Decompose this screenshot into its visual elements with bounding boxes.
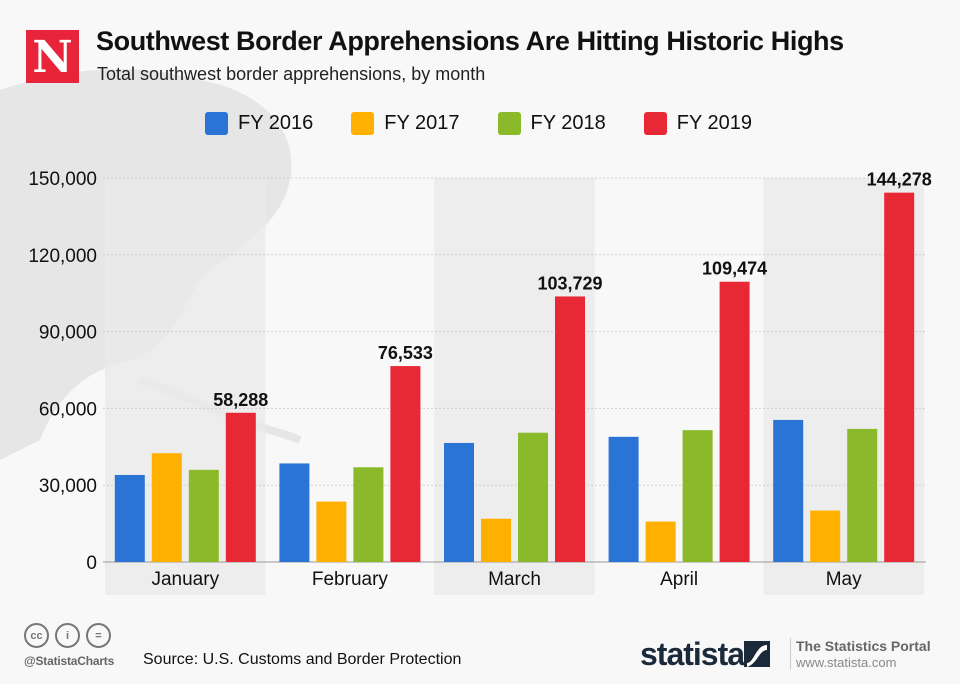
legend-swatch (643, 111, 667, 135)
chart-subtitle: Total southwest border apprehensions, by… (97, 64, 486, 84)
data-label: 76,533 (378, 343, 433, 363)
chart-title: Southwest Border Apprehensions Are Hitti… (96, 26, 844, 56)
no-derivatives-icon: = (86, 623, 111, 648)
legend-label: FY 2016 (238, 111, 314, 134)
bar-fy2017-january (151, 453, 182, 562)
data-label: 58,288 (213, 390, 268, 410)
x-tick-label: January (151, 569, 219, 590)
statista-logo-mark-icon (744, 641, 770, 667)
y-tick-label: 120,000 (28, 246, 97, 267)
x-tick-label: May (826, 569, 862, 590)
legend-swatch (205, 111, 228, 135)
x-tick-label: February (312, 569, 389, 590)
y-tick-label: 90,000 (39, 323, 97, 344)
bar-fy2018-may (847, 428, 878, 562)
y-tick-label: 30,000 (39, 476, 97, 497)
data-label: 103,729 (537, 273, 602, 293)
portal-title: The Statistics Portal (796, 638, 931, 654)
bar-fy2016-february (279, 463, 310, 562)
logo-letter: N (32, 31, 73, 83)
x-tick-label: April (660, 569, 698, 590)
statista-handle: @StatistaCharts (24, 654, 115, 668)
bar-fy2018-february (353, 467, 384, 562)
legend-label: FY 2018 (530, 111, 606, 134)
legend-swatch (351, 111, 375, 135)
bar-fy2016-march (444, 442, 474, 562)
bar-fy2017-march (481, 518, 511, 562)
bar-fy2018-january (188, 469, 219, 562)
legend-item-fy2016: FY 2016 (205, 111, 314, 135)
bar-fy2019-january (225, 412, 256, 562)
portal-url: www.statista.com (796, 655, 897, 670)
legend-item-fy2018: FY 2018 (497, 111, 606, 135)
data-label: 109,474 (702, 259, 767, 279)
attribution-icon: i (55, 623, 80, 648)
y-tick-label: 60,000 (39, 399, 97, 420)
statista-logo: statista (640, 636, 745, 672)
footer-divider (790, 638, 791, 670)
bar-fy2019-march (555, 296, 585, 562)
legend-swatch (497, 111, 521, 135)
legend-label: FY 2017 (384, 111, 460, 134)
y-tick-label: 150,000 (28, 169, 97, 190)
chart-legend: FY 2016 FY 2017 FY 2018 FY 2019 (205, 110, 790, 136)
y-tick-label: 0 (86, 553, 97, 574)
cc-icon: cc (24, 623, 49, 648)
source-note: Source: U.S. Customs and Border Protecti… (143, 651, 462, 668)
legend-label: FY 2019 (676, 111, 752, 134)
legend-item-fy2017: FY 2017 (351, 111, 460, 135)
bar-fy2016-may (773, 419, 804, 562)
bar-fy2017-february (316, 501, 347, 562)
bar-fy2017-may (810, 510, 841, 562)
bar-fy2018-march (518, 432, 548, 562)
bar-fy2019-may (884, 192, 915, 562)
bar-fy2019-february (390, 366, 421, 562)
x-tick-label: March (488, 569, 541, 590)
data-label: 144,278 (867, 170, 932, 190)
creative-commons-icons: cc i = (24, 623, 117, 648)
bar-fy2016-april (608, 436, 639, 562)
bar-fy2017-april (645, 521, 676, 562)
bar-fy2016-january (114, 474, 145, 562)
bar-fy2018-april (682, 430, 713, 562)
legend-item-fy2019: FY 2019 (643, 111, 752, 135)
bar-fy2019-april (719, 281, 750, 562)
newsweek-logo: N (26, 30, 79, 83)
